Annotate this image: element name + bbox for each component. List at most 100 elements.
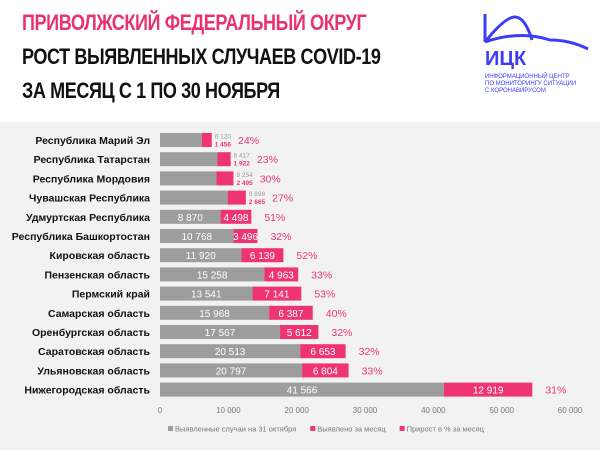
- base-value-label: 13 541: [191, 290, 222, 301]
- category-label: Кировская область: [50, 250, 151, 262]
- bar-increase: [302, 363, 349, 378]
- base-value-label: 8 870: [178, 213, 203, 224]
- category-label: Нижегородская область: [24, 385, 150, 397]
- percent-label: 32%: [331, 327, 352, 339]
- increase-value-label: 4 963: [269, 270, 294, 281]
- bar-increase: [269, 305, 313, 320]
- increase-value-label: 6 804: [313, 366, 338, 377]
- category-label: Республика Татарстан: [34, 154, 150, 166]
- bar-increase: [241, 248, 284, 263]
- percent-label: 27%: [272, 193, 293, 205]
- percent-label: 53%: [314, 289, 335, 301]
- chart-panel: Республика Марий Эл 6 120 1 456 24% Республи…: [0, 122, 600, 450]
- bar-increase: [217, 152, 231, 167]
- category-label: Республика Мордовия: [33, 173, 150, 185]
- percent-label: 30%: [260, 173, 281, 185]
- bar-increase: [220, 209, 252, 224]
- legend-label: Выявлено за месяц: [317, 425, 386, 434]
- category-label: Оренбургская область: [32, 327, 151, 339]
- bar-increase: [264, 267, 299, 282]
- logo: ИЦК ИНФОРМАЦИОННЫЙ ЦЕНТР ПО МОНИТОРИНГУ …: [480, 12, 590, 94]
- title-line-2: РОСТ ВЫЯВЛЕННЫХ СЛУЧАЕВ COVID-19: [22, 44, 381, 69]
- category-label: Саратовская область: [38, 346, 151, 358]
- percent-label: 52%: [296, 250, 317, 262]
- category-label: Самарская область: [48, 308, 151, 320]
- base-value-label: 41 566: [287, 386, 318, 397]
- increase-value-label: 1 922: [234, 161, 251, 168]
- title-line-1: ПРИВОЛЖСКИЙ ФЕДЕРАЛЬНЫЙ ОКРУГ: [22, 10, 367, 35]
- bar-base: [160, 305, 270, 320]
- bar-base: [160, 267, 265, 282]
- bar-increase: [444, 382, 533, 397]
- bar-base: [160, 190, 228, 205]
- increase-value-label: 2 665: [249, 199, 266, 206]
- bar-base: [160, 171, 217, 186]
- bar-base: [160, 382, 445, 397]
- base-value-label: 8 417: [234, 153, 251, 160]
- bar-base: [160, 325, 281, 339]
- x-tick-label: 0: [158, 406, 163, 415]
- base-value-label: 10 768: [181, 232, 212, 243]
- category-label: Ульяновская область: [37, 365, 150, 377]
- bar-increase: [216, 171, 234, 186]
- increase-value-label: 6 653: [310, 347, 335, 358]
- bar-base: [160, 363, 303, 378]
- base-value-label: 15 258: [197, 270, 228, 281]
- category-label: Пензенская область: [44, 269, 150, 281]
- bar-base: [160, 133, 202, 147]
- bar-base: [160, 248, 242, 263]
- increase-value-label: 4 498: [223, 213, 248, 224]
- base-value-label: 17 567: [205, 328, 236, 339]
- x-tick-label: 10 000: [216, 406, 241, 415]
- percent-label: 33%: [362, 365, 383, 377]
- bar-base: [160, 286, 253, 301]
- increase-value-label: 1 456: [215, 142, 232, 149]
- x-tick-label: 30 000: [353, 406, 378, 415]
- legend-label: Выявленные случаи на 31 октября: [175, 425, 296, 434]
- logo-subtitle: ИНФОРМАЦИОННЫЙ ЦЕНТР ПО МОНИТОРИНГУ СИТУ…: [485, 74, 577, 94]
- base-value-label: 15 968: [199, 309, 230, 320]
- increase-value-label: 12 919: [473, 386, 504, 397]
- percent-label: 40%: [326, 308, 347, 320]
- x-tick-label: 60 000: [558, 406, 583, 415]
- logo-wave-icon: [483, 14, 589, 51]
- percent-label: 51%: [264, 212, 285, 224]
- increase-value-label: 6 139: [250, 251, 275, 262]
- category-label: Чувашская Республика: [29, 193, 150, 205]
- base-value-label: 8 254: [236, 172, 253, 179]
- increase-value-label: 6 387: [278, 309, 303, 320]
- increase-value-label: 5 612: [287, 328, 312, 339]
- percent-label: 33%: [311, 269, 332, 281]
- category-label: Удмуртская Республика: [26, 212, 150, 224]
- percent-label: 31%: [545, 385, 566, 397]
- base-value-label: 6 120: [215, 134, 232, 141]
- legend-swatch: [168, 426, 173, 431]
- percent-label: 24%: [238, 135, 259, 147]
- base-value-label: 11 920: [186, 251, 216, 262]
- bar-base: [160, 209, 221, 224]
- x-tick-label: 20 000: [284, 406, 309, 415]
- bar-increase: [252, 286, 302, 301]
- bar-base: [160, 344, 301, 359]
- bar-base: [160, 229, 234, 243]
- legend-swatch: [310, 426, 316, 431]
- category-label: Республика Башкортостан: [12, 231, 150, 243]
- legend-label: Прирост в % за месяц: [407, 425, 485, 434]
- bar-increase: [201, 133, 212, 147]
- percent-label: 32%: [270, 231, 291, 243]
- bar-increase: [227, 190, 246, 205]
- increase-value-label: 7 141: [264, 290, 289, 301]
- title-line-3: ЗА МЕСЯЦ С 1 ПО 30 НОЯБРЯ: [22, 78, 280, 103]
- x-tick-label: 40 000: [421, 406, 446, 415]
- category-label: Республика Марий Эл: [35, 135, 150, 147]
- category-label: Пермский край: [72, 289, 150, 301]
- legend-swatch: [399, 426, 405, 431]
- increase-value-label: 2 495: [236, 180, 253, 187]
- increase-value-label: 3 496: [233, 232, 258, 243]
- bar-base: [160, 152, 218, 167]
- bar-increase: [233, 229, 258, 243]
- base-value-label: 20 797: [216, 366, 247, 377]
- percent-label: 23%: [257, 154, 278, 166]
- base-value-label: 20 513: [215, 347, 246, 358]
